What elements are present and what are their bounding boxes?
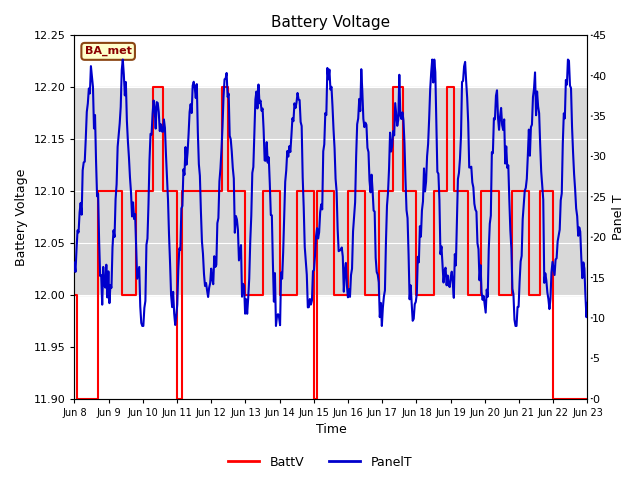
Legend: BattV, PanelT: BattV, PanelT [223, 451, 417, 474]
Title: Battery Voltage: Battery Voltage [271, 15, 390, 30]
Text: BA_met: BA_met [84, 46, 132, 57]
Bar [74, 87, 588, 295]
X-axis label: Time: Time [316, 423, 346, 436]
Y-axis label: Panel T: Panel T [612, 194, 625, 240]
Y-axis label: Battery Voltage: Battery Voltage [15, 168, 28, 265]
